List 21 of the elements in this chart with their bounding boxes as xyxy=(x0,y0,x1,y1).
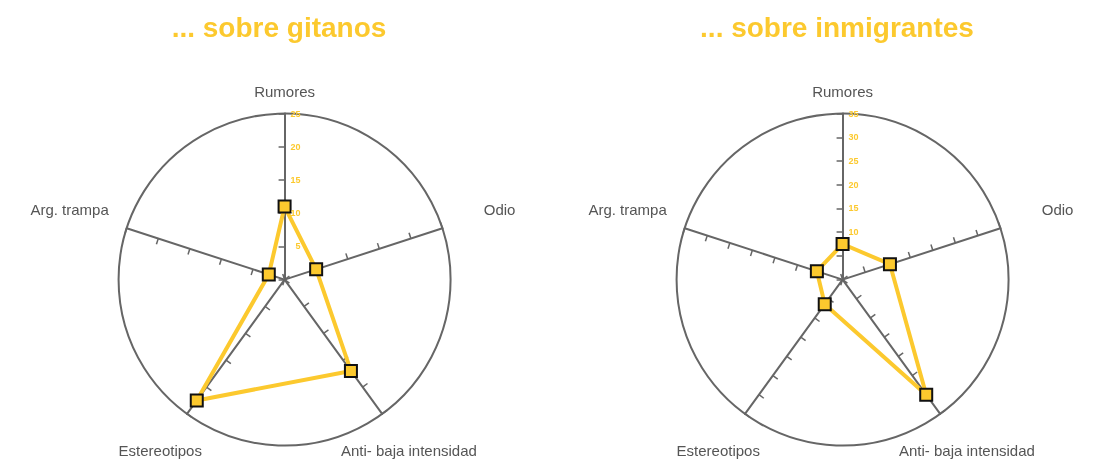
spoke-label: Anti- baja intensidad xyxy=(898,442,1035,460)
y-tick-label: 20 xyxy=(290,141,301,152)
spoke-label: Estereotipos xyxy=(676,442,760,460)
y-tick-label: 10 xyxy=(848,227,859,238)
y-tick-label: 30 xyxy=(848,132,859,143)
spoke-label: Rumores xyxy=(254,83,316,101)
spoke-label: Rumores xyxy=(812,83,874,101)
spoke-label: Estereotipos xyxy=(118,442,202,460)
chart-title: ... sobre gitanos xyxy=(171,11,387,43)
spoke-label: Arg. trampa xyxy=(30,201,110,219)
spoke-label: Odio xyxy=(483,201,516,219)
spoke-label: Anti- baja intensidad xyxy=(340,442,477,460)
y-tick-label: 5 xyxy=(295,241,301,252)
y-tick-label: 20 xyxy=(848,179,859,190)
spoke-label: Arg. trampa xyxy=(588,201,668,219)
spoke-label: Odio xyxy=(1041,201,1074,219)
y-tick-label: 10 xyxy=(290,208,301,219)
y-tick-label: 15 xyxy=(848,203,859,214)
y-tick-label: 15 xyxy=(290,175,301,185)
y-tick-label: 25 xyxy=(848,156,859,167)
chart-title: ... sobre inmigrantes xyxy=(700,11,974,43)
